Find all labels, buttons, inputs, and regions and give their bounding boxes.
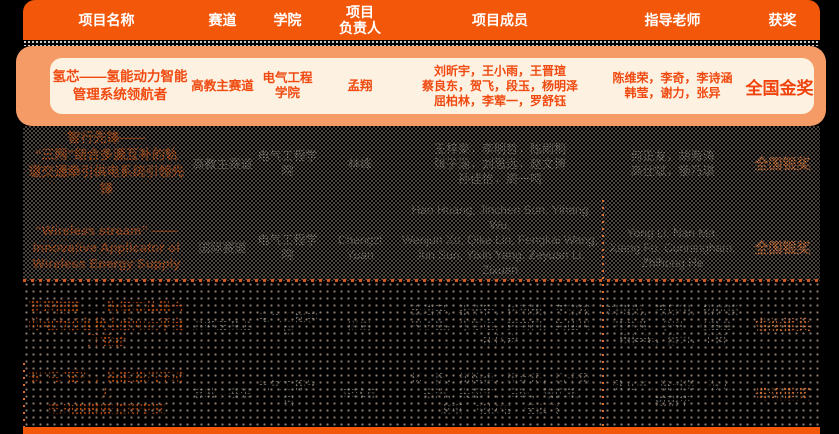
highlighted-row-card: 氢芯——氢能动力智能 管理系统领航者 高教主赛道 电气工程 学院 孟翔 刘昕宇，…	[50, 58, 814, 114]
cell-award: 省级银奖	[754, 317, 811, 333]
cell-project-name: 驭“电”前行，新能源汽车动力 电池组健康监测专家	[28, 368, 185, 418]
cell-members: 王浩宇，张子轩，林雨辰，李欣然 周子墨，陈思远，黄雨桐，吴佳琪 盛亿宏	[409, 302, 590, 347]
column-header-college: 学院	[273, 11, 302, 28]
cell-leader: 李沐宸	[341, 386, 378, 401]
column-header-project-name: 项目名称	[78, 11, 135, 28]
cell-college: 电气工程学院	[257, 379, 318, 408]
cell-members: 刘昕宇，王小雨，王晋瑄 蔡良东，贺飞，段玉，杨明泽 屈柏林，李荤一，罗舒钰	[421, 63, 578, 108]
cell-track: 高教主赛道	[192, 156, 253, 171]
transparency-dither-fine	[23, 126, 820, 281]
cell-project-name: 智行先锋—— “三网”结合多源互补的轨 道交通牵引供电系统引领先 锋	[28, 130, 185, 196]
cell-award: 全国金奖	[745, 78, 814, 98]
cell-members: 赵一帆，郭梓睿，周家乐，马千里 王浩，朱泽宇，冯琳，陆远航 谢楠，杨欣怡，任云飞	[409, 371, 590, 416]
header-separator-dots	[23, 40, 820, 46]
column-divider-line	[602, 200, 604, 427]
cell-college: 电气工程学院	[257, 233, 318, 262]
cell-advisors: 陈维荣，李奇，李诗涵 韩莹，谢力，张异	[612, 71, 733, 100]
row-divider-line	[23, 279, 820, 282]
cell-project-name: 慧眼智瞳——数智实体融合 的电力设备状态感知云平台 开发者	[28, 299, 185, 349]
column-header-track: 赛道	[208, 11, 237, 28]
cell-advisors: 魏文宁，陈维荣，张力 戴朝华	[612, 379, 733, 408]
cell-award: 省级铜奖	[754, 386, 811, 402]
cell-college: 电气工程 学院	[262, 71, 313, 100]
results-table-header: 项目名称 赛道 学院 项目 负责人 项目成员 指导老师 获奖	[23, 0, 820, 40]
cell-college: 电气工程学院	[257, 149, 318, 178]
table-row[interactable]: 驭“电”前行，新能源汽车动力 电池组健康监测专家 高教主赛道 电气工程学院 李沐…	[23, 363, 820, 425]
table-row[interactable]: 智行先锋—— “三网”结合多源互补的轨 道交通牵引供电系统引领先 锋 高教主赛道…	[23, 128, 820, 200]
table-row-highlighted[interactable]: 氢芯——氢能动力智能 管理系统领航者 高教主赛道 电气工程 学院 孟翔 刘昕宇，…	[16, 46, 826, 126]
cell-project-name: 氢芯——氢能动力智能 管理系统领航者	[52, 69, 188, 102]
cell-leader: 陈蔚	[347, 317, 372, 332]
cell-track: 高教主赛道	[192, 386, 253, 401]
cell-advisors: 刘晓光，陈月明，杨林豪 林荣威，李钢，马金鑫 杨桂英，徐力，王珂	[606, 302, 739, 347]
cell-advisors: 何正友，胡海涛 高仕斌，杨乃琪	[630, 149, 715, 178]
cell-track: 高教主赛道	[192, 317, 253, 332]
column-header-award: 获奖	[768, 11, 797, 28]
cell-track: 高教主赛道	[191, 78, 254, 93]
cell-award: 全国银奖	[754, 240, 811, 256]
cell-leader: Chengzi Yuan	[337, 233, 383, 262]
transparency-dither-dots	[23, 281, 820, 427]
cell-project-name: “Wireless stream” —— Innovative Applicat…	[32, 222, 181, 272]
cell-leader: 孟翔	[347, 78, 373, 93]
cell-leader: 林峰	[347, 156, 372, 171]
cell-advisors: Yong Li, Nan Ma, Xiang Fu, Cunningham, Z…	[609, 225, 736, 270]
table-row[interactable]: “Wireless stream” —— Innovative Applicat…	[23, 203, 820, 292]
column-header-advisors: 指导老师	[644, 11, 701, 28]
table-bottom-bar	[23, 427, 820, 434]
table-left-border	[23, 363, 25, 427]
cell-college: 电气工程学院	[257, 310, 318, 339]
column-header-leader: 项目 负责人	[339, 3, 381, 36]
cell-members: 王梓豪，李明哲，陈雨桐 张子涵，刘思远，赵文博 孙佳怡，周一鸣	[433, 141, 566, 186]
table-row[interactable]: 慧眼智瞳——数智实体融合 的电力设备状态感知云平台 开发者 高教主赛道 电气工程…	[23, 288, 820, 362]
column-header-members: 项目成员	[472, 11, 528, 28]
cell-track: 国际赛道	[198, 240, 247, 255]
cell-award: 全国银奖	[754, 156, 811, 172]
